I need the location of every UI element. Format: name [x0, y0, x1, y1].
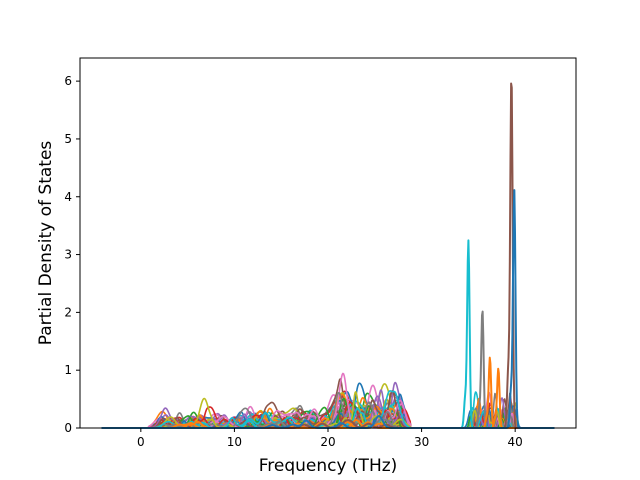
pdos-series-line — [101, 391, 555, 429]
x-tick-label: 40 — [508, 435, 523, 449]
y-tick-label: 0 — [64, 421, 72, 435]
y-axis-ticks: 0 1 2 3 4 5 6 — [64, 74, 80, 435]
x-tick-label: 20 — [320, 435, 335, 449]
y-tick-label: 6 — [64, 74, 72, 88]
y-tick-label: 4 — [64, 190, 72, 204]
y-tick-label: 3 — [64, 248, 72, 262]
x-tick-label: 30 — [414, 435, 429, 449]
x-axis-ticks: 0 10 20 30 40 — [137, 428, 523, 449]
x-axis-label: Frequency (THz) — [259, 456, 398, 476]
y-tick-label: 1 — [64, 363, 72, 377]
x-tick-label: 10 — [227, 435, 242, 449]
y-tick-label: 2 — [64, 305, 72, 319]
y-axis-label: Partial Density of States — [36, 141, 56, 346]
x-tick-label: 0 — [137, 435, 145, 449]
y-tick-label: 5 — [64, 132, 72, 146]
